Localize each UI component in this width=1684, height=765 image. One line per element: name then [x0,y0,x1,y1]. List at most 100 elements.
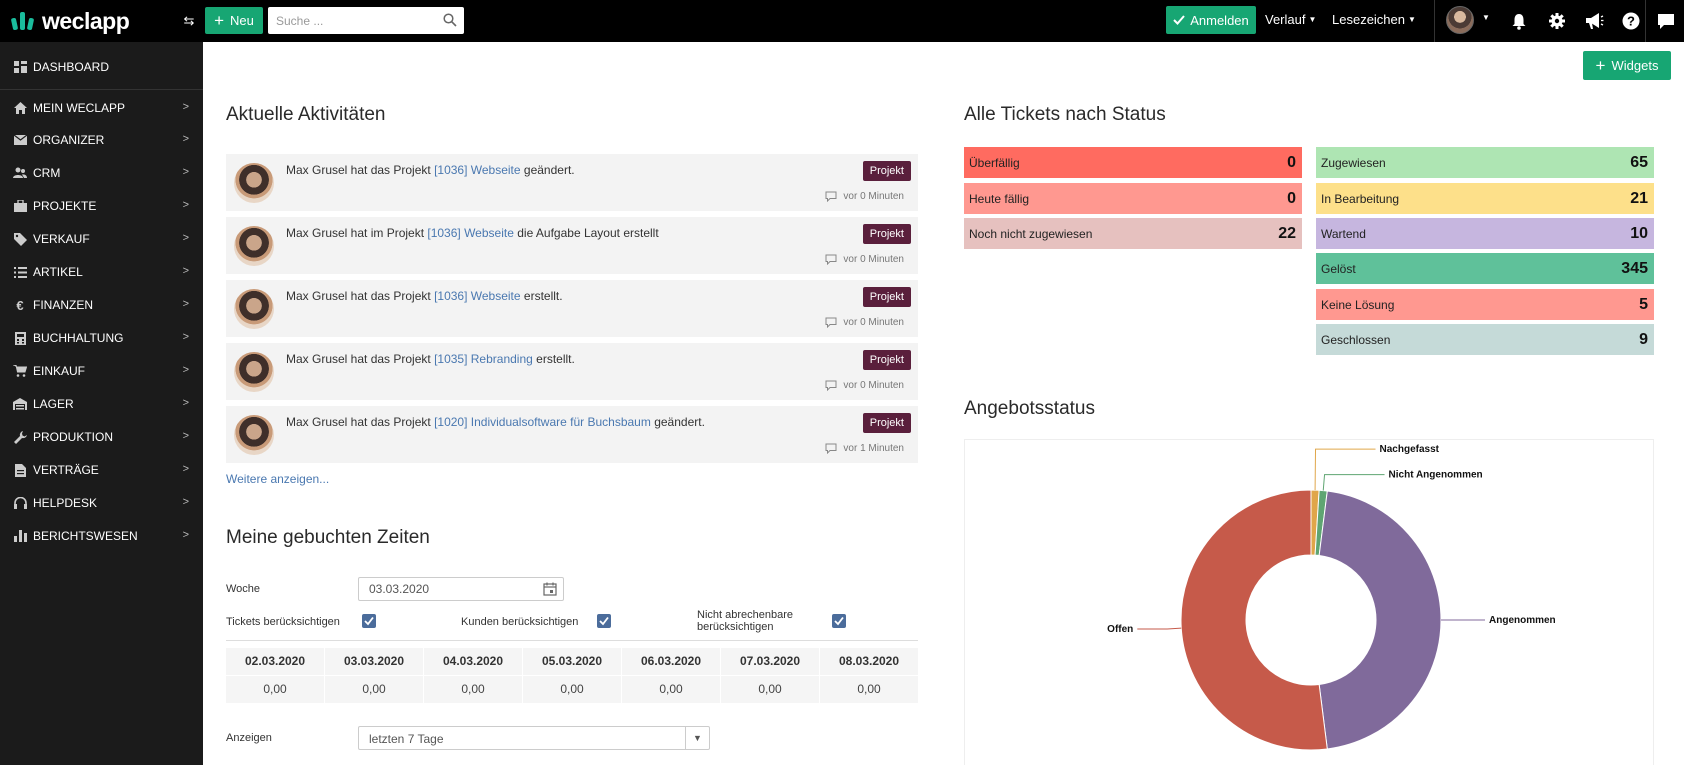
comment-icon[interactable] [825,380,837,391]
donut-label: Nicht Angenommen [1389,470,1483,481]
activity-text: Max Grusel hat das Projekt [1036] Websei… [286,163,575,177]
activity-item: Max Grusel hat das Projekt [1036] Websei… [226,154,918,211]
sidebar-item-helpdesk[interactable]: HELPDESK > [0,488,203,518]
user-avatar[interactable] [1446,6,1474,34]
comment-icon[interactable] [825,254,837,265]
sidebar-item-produktion[interactable]: PRODUKTION > [0,422,203,452]
day-date: 04.03.2020 [442,654,504,668]
euro-icon: € [16,297,24,313]
ticket-status-waiting[interactable]: Wartend 10 [1316,218,1654,249]
project-link[interactable]: [1020] Individualsoftware für Buchsbaum [434,415,651,429]
ticket-status-count: 21 [1630,189,1648,207]
project-badge[interactable]: Projekt [862,413,911,433]
donut-slice[interactable] [1180,489,1328,751]
sidebar-divider [0,89,203,90]
login-button-label: Anmelden [1190,12,1249,28]
ticket-status-solved[interactable]: Gelöst 345 [1316,253,1654,284]
comment-icon[interactable] [825,317,837,328]
sidebar-item-dashboard[interactable]: DASHBOARD [0,52,203,82]
ticket-status-in-progress[interactable]: In Bearbeitung 21 [1316,183,1654,214]
search-input[interactable] [268,7,433,34]
project-link[interactable]: [1036] Webseite [427,226,514,240]
add-widgets-button[interactable]: + Widgets [1583,51,1671,80]
sidebar-item-artikel[interactable]: ARTIKEL > [0,257,203,287]
project-badge[interactable]: Projekt [862,350,911,370]
help-icon[interactable]: ? [1620,10,1642,32]
show-period-select[interactable]: letzten 7 Tage ▼ [358,726,710,750]
activity-text-end: geändert. [520,163,575,177]
calendar-icon[interactable] [543,582,557,596]
ticket-status-no-solution[interactable]: Keine Lösung 5 [1316,289,1654,320]
show-more-link[interactable]: Weitere anzeigen... [226,472,330,486]
sidebar-item-label: ARTIKEL [33,265,83,279]
sidebar-item-organizer[interactable]: ORGANIZER > [0,125,203,155]
nonbillable-checkbox[interactable] [832,614,846,628]
project-badge[interactable]: Projekt [862,287,911,307]
avatar [234,226,274,266]
sidebar-item-lager[interactable]: LAGER > [0,389,203,419]
project-badge[interactable]: Projekt [862,161,911,181]
offers-chart-panel: Nachgefasst Nicht Angenommen Angenommen Off… [964,439,1654,765]
sidebar-item-projekte[interactable]: PROJEKTE > [0,191,203,221]
show-label: Anzeigen [226,732,272,744]
project-link[interactable]: [1036] Webseite [434,289,521,303]
customers-checkbox-label: Kunden berücksichtigen [461,616,579,628]
ticket-status-count: 5 [1639,295,1648,313]
ticket-status-label: Zugewiesen [1321,155,1386,170]
donut-slice[interactable] [1318,490,1442,750]
chat-icon[interactable] [1655,10,1677,32]
ticket-status-assigned[interactable]: Zugewiesen 65 [1316,147,1654,178]
sidebar-item-vertraege[interactable]: VERTRÄGE > [0,455,203,485]
offers-donut-chart: Nachgefasst Nicht Angenommen Angenommen Off… [1107,444,1556,751]
caret-down-icon[interactable]: ▼ [1482,13,1490,22]
day-column: 02.03.2020 0,00 [226,648,325,703]
sidebar-collapse-icon[interactable]: ⇆ [183,13,195,28]
comment-icon[interactable] [825,191,837,202]
plus-icon: + [214,11,225,30]
tickets-title: Alle Tickets nach Status [964,104,1166,125]
sidebar-item-berichtswesen[interactable]: BERICHTSWESEN > [0,521,203,551]
bell-icon[interactable] [1508,10,1530,32]
avatar [234,415,274,455]
sidebar-item-label: LAGER [33,397,74,411]
nonbillable-label-line1: Nicht abrechenbare [697,609,794,621]
activity-text: Max Grusel hat das Projekt [1036] Websei… [286,289,563,303]
tickets-checkbox[interactable] [362,614,376,628]
logo[interactable]: weclapp [10,7,130,35]
comment-icon[interactable] [825,443,837,454]
sidebar-item-finanzen[interactable]: € FINANZEN > [0,290,203,320]
week-date-input[interactable] [359,578,529,600]
caret-down-icon[interactable]: ▼ [685,727,709,749]
project-link[interactable]: [1035] Rebranding [434,352,533,366]
ticket-status-label: Überfällig [969,155,1020,170]
sidebar-item-einkauf[interactable]: EINKAUF > [0,356,203,386]
ticket-status-unassigned[interactable]: Noch nicht zugewiesen 22 [964,218,1302,249]
login-button[interactable]: Anmelden [1166,6,1256,34]
customers-checkbox[interactable] [597,614,611,628]
day-hours: 0,00 [263,682,287,696]
chevron-right-icon: > [182,265,189,277]
sidebar-item-crm[interactable]: CRM > [0,158,203,188]
new-button[interactable]: + Neu [205,7,263,34]
sidebar-item-label: FINANZEN [33,298,93,312]
day-date: 08.03.2020 [838,654,900,668]
project-link[interactable]: [1036] Webseite [434,163,521,177]
ticket-status-overdue[interactable]: Überfällig 0 [964,147,1302,178]
chevron-right-icon: > [182,298,189,310]
megaphone-icon[interactable] [1583,10,1605,32]
activity-text-end: geändert. [650,415,705,429]
project-badge[interactable]: Projekt [862,224,911,244]
search-icon[interactable] [443,13,457,27]
tickets-checkbox-label: Tickets berücksichtigen [226,616,340,628]
history-menu[interactable]: Verlauf ▼ [1265,12,1316,27]
ticket-status-closed[interactable]: Geschlossen 9 [1316,324,1654,355]
sidebar-item-mein-weclapp[interactable]: MEIN WECLAPP > [0,93,203,123]
day-date: 06.03.2020 [640,654,702,668]
cart-icon [13,364,27,378]
gear-icon[interactable] [1546,10,1568,32]
day-date: 02.03.2020 [244,654,306,668]
sidebar-item-buchhaltung[interactable]: BUCHHALTUNG > [0,323,203,353]
sidebar-item-verkauf[interactable]: VERKAUF > [0,224,203,254]
ticket-status-due-today[interactable]: Heute fällig 0 [964,183,1302,214]
bookmarks-menu[interactable]: Lesezeichen ▼ [1332,12,1416,27]
